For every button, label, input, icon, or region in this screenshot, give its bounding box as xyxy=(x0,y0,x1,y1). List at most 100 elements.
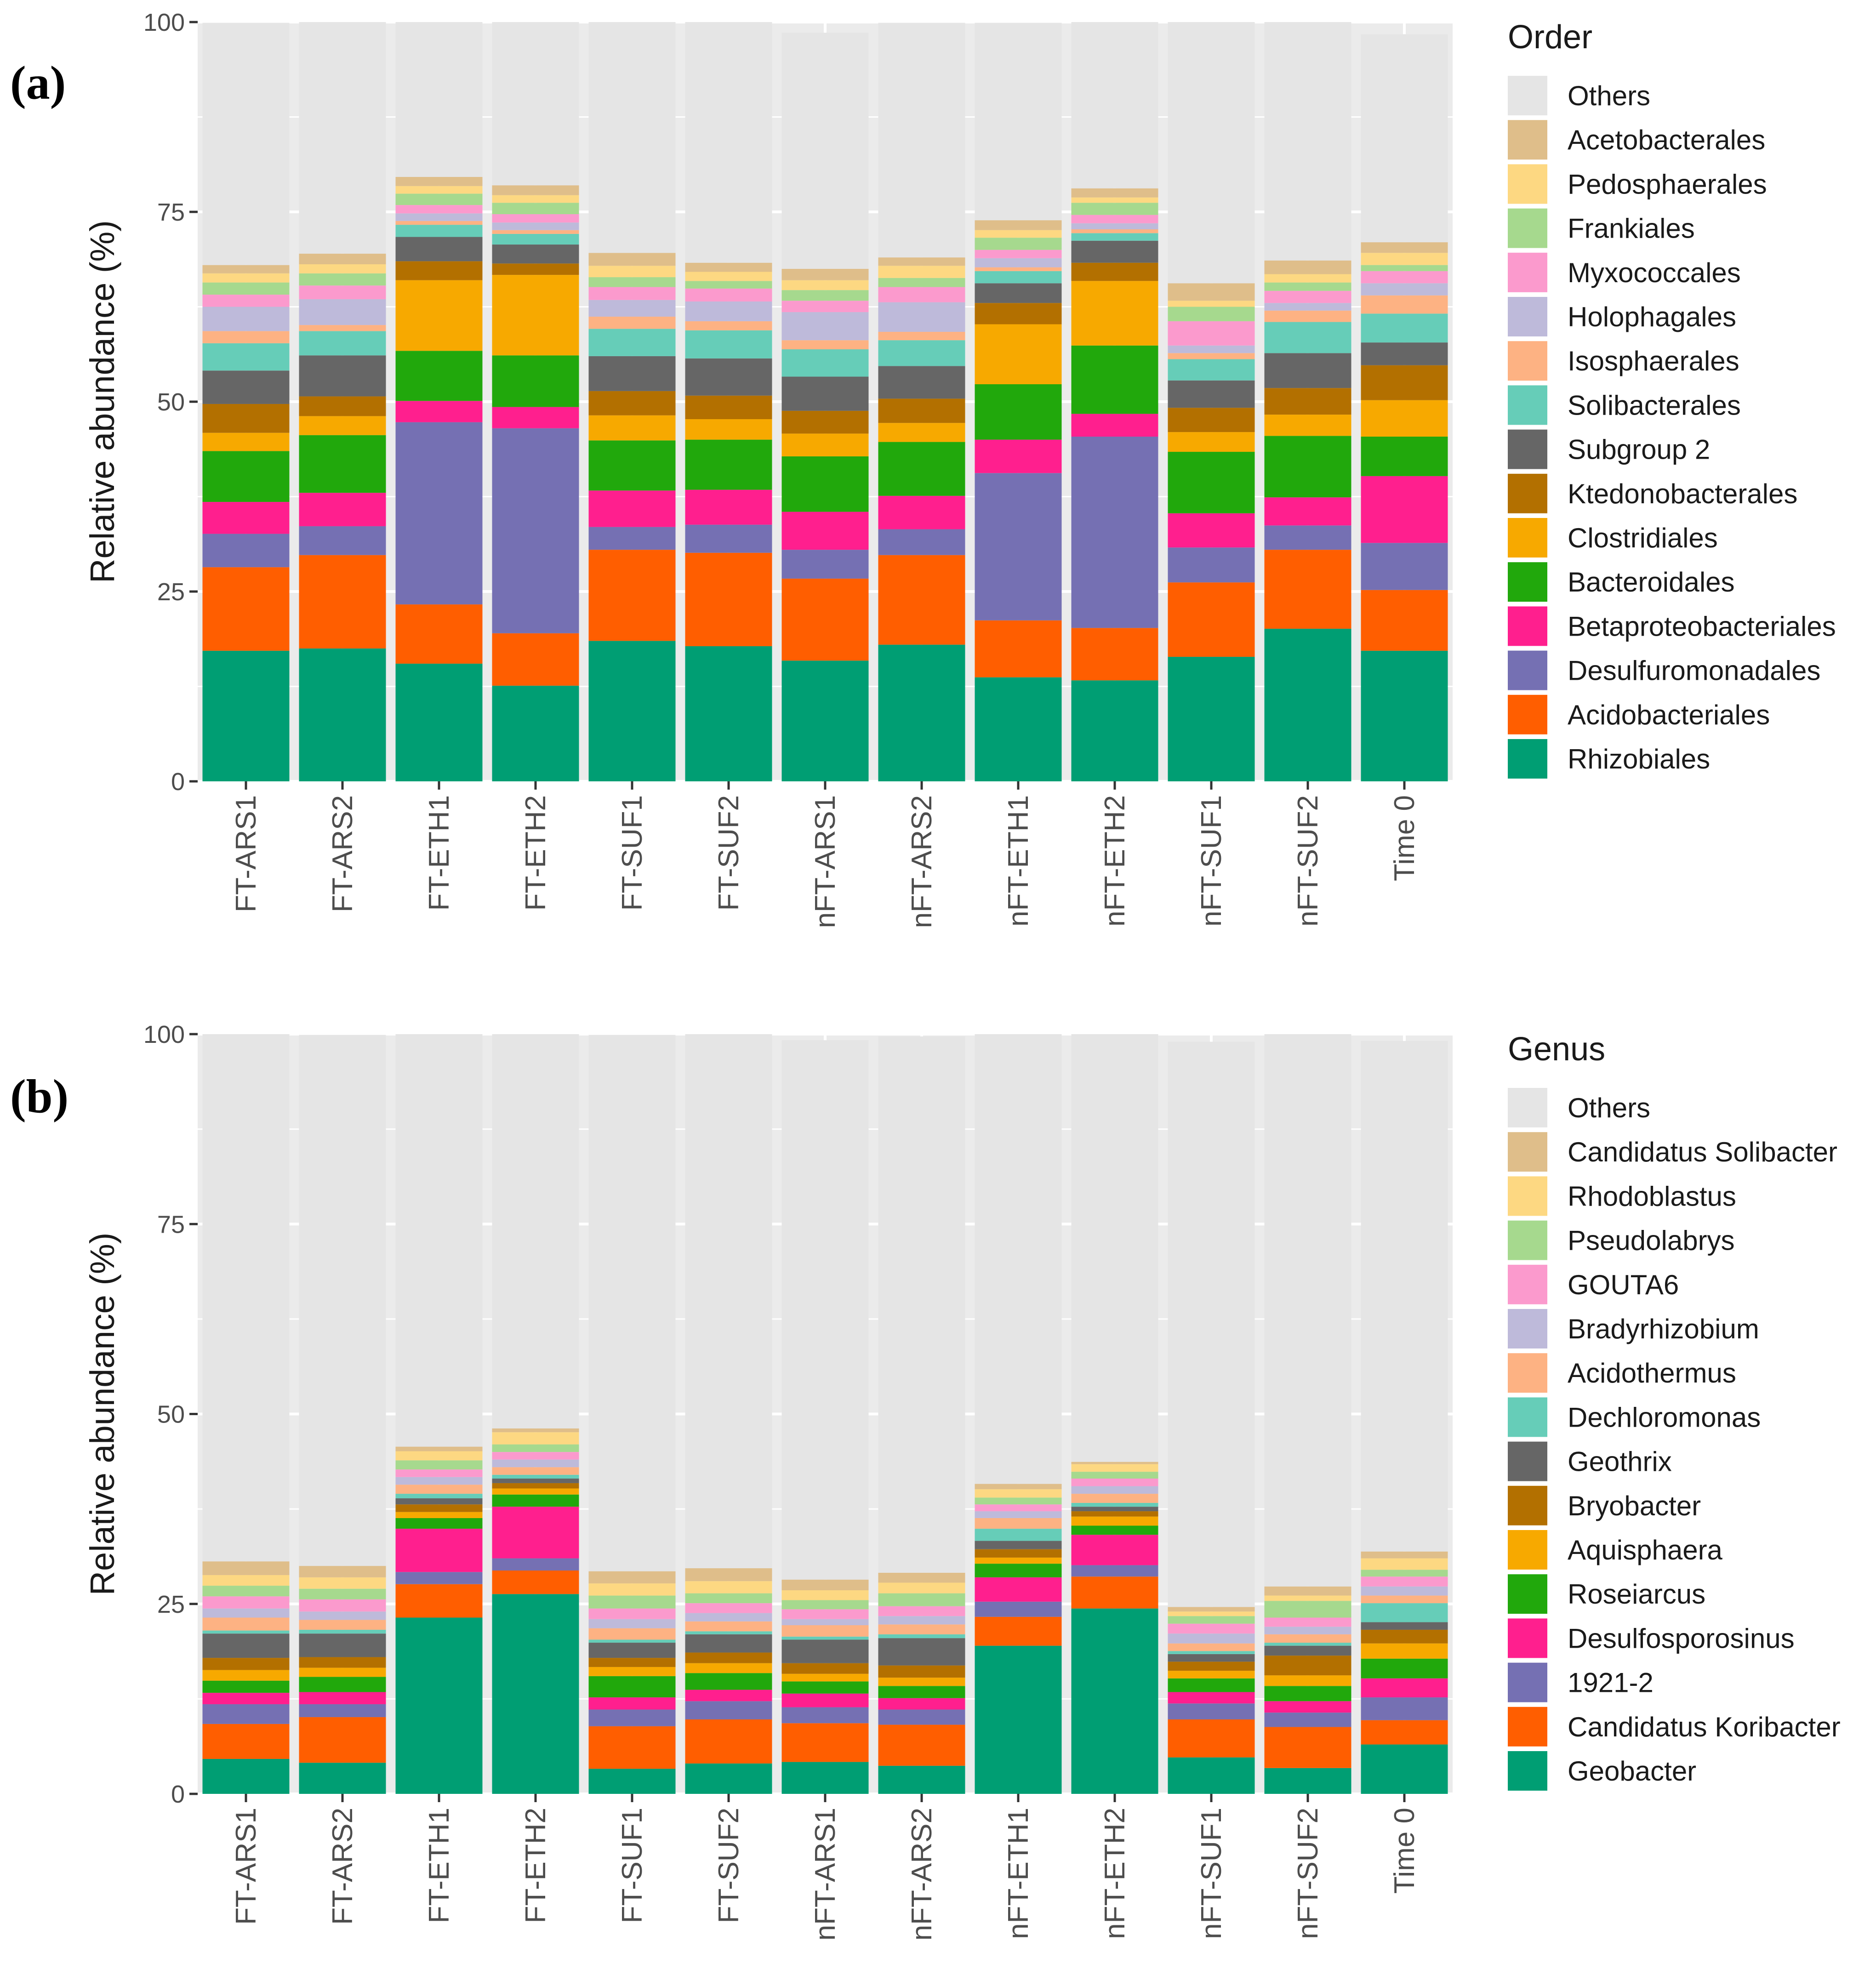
bar-segment-clostridiales xyxy=(1071,281,1158,346)
bar-segment-clostridiales xyxy=(685,419,772,440)
bar-segment-acidobacteriales xyxy=(588,550,676,641)
legend-item-rhodoblastus: Rhodoblastus xyxy=(1508,1176,1736,1216)
legend-swatch xyxy=(1508,297,1547,336)
bar-segment-acidothermus xyxy=(1264,1634,1351,1643)
bar-segment-candidatus-solibacter xyxy=(781,1579,869,1590)
bar-segment-pseudolabrys xyxy=(588,1595,676,1609)
y-tick-label: 25 xyxy=(157,578,185,606)
bar-segment-candidatus-koribacter xyxy=(781,1723,869,1762)
legend-swatch xyxy=(1508,1751,1547,1791)
legend-item-geobacter: Geobacter xyxy=(1508,1751,1696,1791)
bar-segment-candidatus-koribacter xyxy=(878,1724,965,1766)
legend-label: Desulfosporosinus xyxy=(1568,1623,1795,1654)
bar-segment-solibacterales xyxy=(1168,359,1255,381)
bar-segment-frankiales xyxy=(202,282,290,295)
x-tick-label-ft-eth1: FT-ETH1 xyxy=(423,795,455,910)
legend-label: Acetobacterales xyxy=(1568,125,1765,155)
bar-segment-bradyrhizobium xyxy=(878,1616,965,1625)
bar-segment-pseudolabrys xyxy=(1168,1616,1255,1624)
bar-segment-ktedonobacterales xyxy=(588,391,676,415)
bar-segment-pedosphaerales xyxy=(1361,253,1448,265)
order-panel: 0 25 50 75 100 FT-ARS1 FT-ARS2 FT-ETH1 FT-ETH2 FT… xyxy=(10,9,1836,928)
legend-item-aquisphaera: Aquisphaera xyxy=(1508,1530,1723,1570)
legend-label: Pedosphaerales xyxy=(1568,169,1767,199)
bar-segment-dechloromonas xyxy=(1168,1651,1255,1654)
bar-segment-betaproteobacteriales xyxy=(395,401,483,422)
legend-label: Roseiarcus xyxy=(1568,1579,1705,1610)
bar-segment-others xyxy=(781,1040,869,1580)
bar-segment-roseiarcus xyxy=(878,1686,965,1698)
bar-segment-candidatus-solibacter xyxy=(878,1572,965,1583)
bar-segment-clostridiales xyxy=(878,423,965,442)
bar-segment-gouta6 xyxy=(1168,1623,1255,1634)
bar-segment-betaproteobacteriales xyxy=(492,407,579,428)
bar-segment-pseudolabrys xyxy=(1071,1472,1158,1479)
legend-swatch xyxy=(1508,606,1547,646)
bar-segment-aquisphaera xyxy=(492,1488,579,1495)
x-tick-label-nft-ars2: nFT-ARS2 xyxy=(906,795,938,928)
bar-segment-holophagales xyxy=(1168,345,1255,353)
genus-panel: 0 25 50 75 100 FT-ARS1 FT-ARS2 FT-ETH1 FT-ETH2 FT… xyxy=(10,1021,1841,1940)
bar-segment-desulfosporosinus xyxy=(395,1529,483,1572)
bar-segment-myxococcales xyxy=(1361,271,1448,284)
bar-segment-dechloromonas xyxy=(878,1634,965,1639)
bar-segment-pedosphaerales xyxy=(299,264,386,273)
bar-segment-myxococcales xyxy=(685,288,772,302)
bar-segment-geothrix xyxy=(975,1541,1062,1549)
bar-segment-candidatus-solibacter xyxy=(1264,1586,1351,1596)
panel-letter: (a) xyxy=(10,57,66,109)
bar-stack-ft-eth2 xyxy=(492,1034,579,1794)
bar-segment-geobacter xyxy=(299,1763,386,1794)
bar-segment-frankiales xyxy=(685,281,772,289)
legend-label: Rhodoblastus xyxy=(1568,1181,1736,1212)
bar-segment-candidatus-koribacter xyxy=(1361,1720,1448,1745)
bar-segment-roseiarcus xyxy=(1264,1686,1351,1701)
bar-segment-solibacterales xyxy=(492,233,579,245)
bar-segment-bryobacter xyxy=(1361,1629,1448,1644)
legend-item-frankiales: Frankiales xyxy=(1508,208,1695,248)
bar-segment-others xyxy=(492,22,579,186)
bar-segment-solibacterales xyxy=(878,340,965,366)
bar-segment-betaproteobacteriales xyxy=(781,512,869,550)
bar-segment-others xyxy=(202,23,290,265)
bar-segment-rhodoblastus xyxy=(492,1432,579,1445)
bar-segment-dechloromonas xyxy=(1264,1643,1351,1646)
bar-segment-others xyxy=(685,1034,772,1569)
legend-item-dechloromonas: Dechloromonas xyxy=(1508,1397,1761,1437)
bar-segment-solibacterales xyxy=(1264,322,1351,353)
bar-segment-holophagales xyxy=(1264,303,1351,311)
bar-segment-betaproteobacteriales xyxy=(975,439,1062,473)
bar-segment-roseiarcus xyxy=(492,1494,579,1507)
bar-segment-geobacter xyxy=(395,1617,483,1794)
bar-segment-bacteroidales xyxy=(588,440,676,491)
bar-stack-nft-suf2 xyxy=(1264,1034,1351,1794)
bar-segment-rhodoblastus xyxy=(202,1575,290,1586)
bar-segment-acidothermus xyxy=(492,1467,579,1475)
bar-segment-geobacter xyxy=(1264,1768,1351,1794)
bar-segment-holophagales xyxy=(781,312,869,341)
bar-segment-aquisphaera xyxy=(299,1667,386,1677)
bar-segment-bryobacter xyxy=(878,1665,965,1678)
legend-label: Ktedonobacterales xyxy=(1568,478,1797,509)
bar-segment-geothrix xyxy=(299,1633,386,1657)
bar-segment-dechloromonas xyxy=(685,1631,772,1634)
legend-item-rhizobiales: Rhizobiales xyxy=(1508,739,1710,779)
bar-segment-clostridiales xyxy=(588,415,676,441)
bar-segment-candidatus-koribacter xyxy=(588,1726,676,1769)
bar-segment-subgroup-2 xyxy=(1071,240,1158,263)
bar-segment-roseiarcus xyxy=(1071,1525,1158,1535)
bar-segment-holophagales xyxy=(299,299,386,325)
bar-segment-bacteroidales xyxy=(1071,345,1158,414)
bar-segment-bradyrhizobium xyxy=(588,1619,676,1628)
legend-item-acidobacteriales: Acidobacteriales xyxy=(1508,694,1770,734)
y-axis-title: Relative abundance (%) xyxy=(83,1233,121,1596)
bar-segment-betaproteobacteriales xyxy=(1071,414,1158,437)
bar-stack-ft-suf2 xyxy=(685,1034,772,1794)
bar-segment-bradyrhizobium xyxy=(395,1477,483,1485)
bar-segment-pedosphaerales xyxy=(492,195,579,203)
bar-segment-pseudolabrys xyxy=(299,1588,386,1599)
bar-segment-rhodoblastus xyxy=(588,1583,676,1596)
legend-swatch xyxy=(1508,1397,1547,1437)
bar-segment-myxococcales xyxy=(202,295,290,307)
